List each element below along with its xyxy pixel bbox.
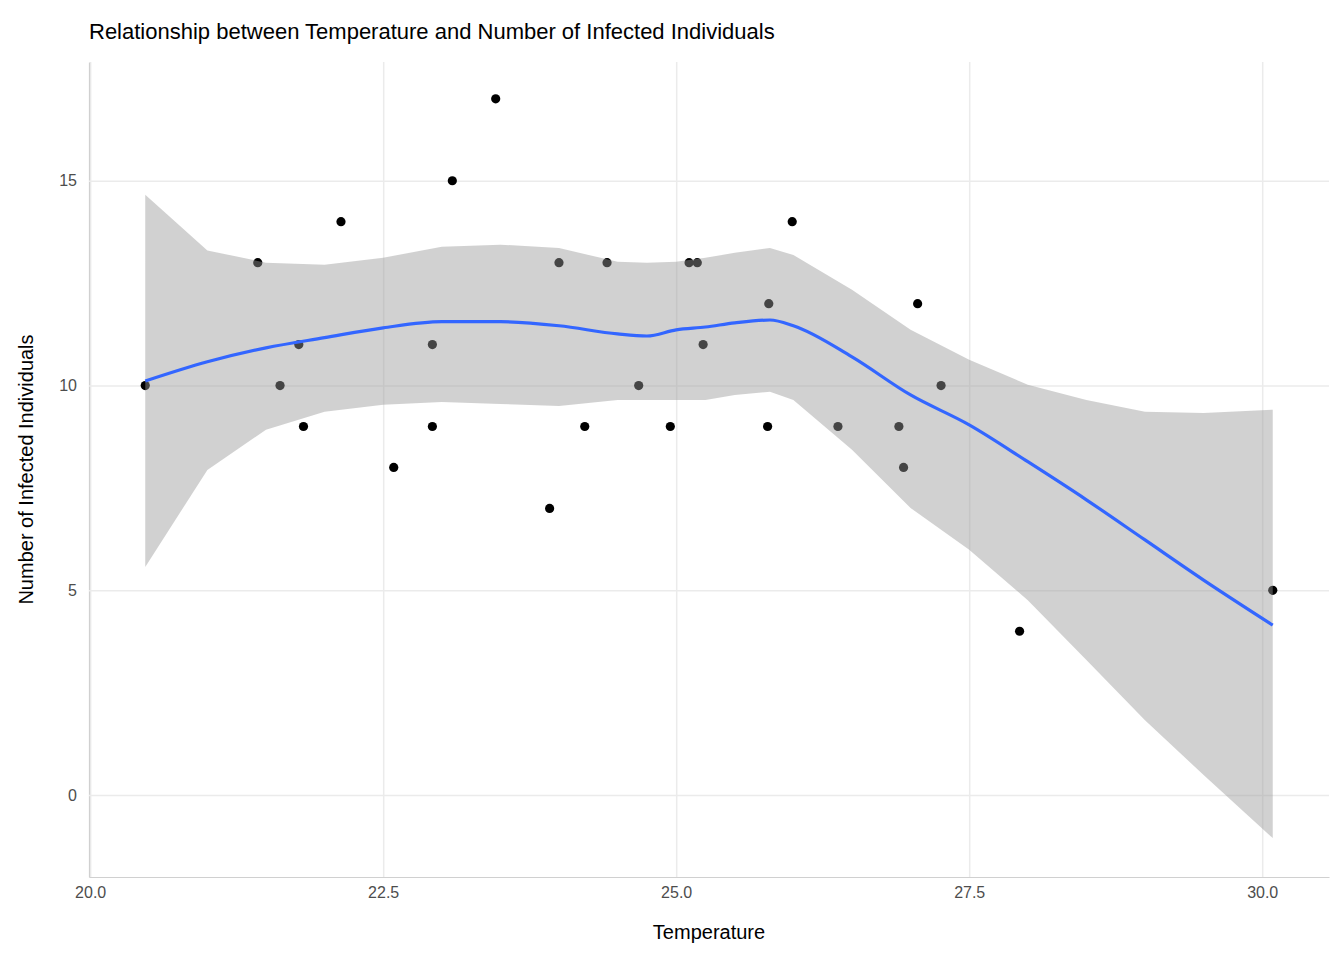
x-axis: 20.0 22.5 25.0 27.5 30.0 xyxy=(75,62,1329,901)
point xyxy=(545,504,554,513)
point xyxy=(788,217,797,226)
point xyxy=(299,422,308,431)
x-tick-label: 20.0 xyxy=(75,884,106,901)
x-axis-line xyxy=(90,877,1330,878)
plot-area xyxy=(141,94,1278,838)
y-tick: 0 xyxy=(68,787,1329,804)
y-tick-label: 10 xyxy=(59,377,77,394)
y-axis-line xyxy=(89,63,90,878)
x-tick-label: 22.5 xyxy=(368,884,399,901)
point xyxy=(389,463,398,472)
point xyxy=(491,94,500,103)
point xyxy=(913,299,922,308)
smooth-line xyxy=(145,320,1272,625)
point xyxy=(336,217,345,226)
point xyxy=(763,422,772,431)
x-axis-title: Temperature xyxy=(653,921,765,943)
y-axis-title: Number of Infected Individuals xyxy=(15,334,37,604)
y-tick-label: 15 xyxy=(59,172,77,189)
point xyxy=(580,422,589,431)
point xyxy=(448,176,457,185)
y-tick-label: 0 xyxy=(68,787,77,804)
y-axis: 0 5 10 15 xyxy=(59,63,1329,878)
x-grid-line xyxy=(90,62,92,877)
y-tick: 15 xyxy=(59,172,1329,189)
y-grid-line xyxy=(89,181,1329,183)
chart: 20.0 22.5 25.0 27.5 30.0 0 5 10 15 Relationship b… xyxy=(0,0,1344,960)
title: Relationship between Temperature and Num… xyxy=(89,19,775,44)
x-tick-label: 25.0 xyxy=(661,884,692,901)
confidence-band xyxy=(145,195,1272,838)
x-tick: 20.0 xyxy=(75,62,106,901)
point xyxy=(428,422,437,431)
y-grid-line xyxy=(89,795,1329,797)
y-tick-label: 5 xyxy=(68,582,77,599)
x-tick: 25.0 xyxy=(661,62,692,901)
x-tick: 22.5 xyxy=(368,62,399,901)
x-tick-label: 27.5 xyxy=(954,884,985,901)
point xyxy=(666,422,675,431)
x-grid-line xyxy=(383,62,385,877)
x-tick-label: 30.0 xyxy=(1247,884,1278,901)
x-grid-line xyxy=(676,62,678,877)
point xyxy=(1015,627,1024,636)
